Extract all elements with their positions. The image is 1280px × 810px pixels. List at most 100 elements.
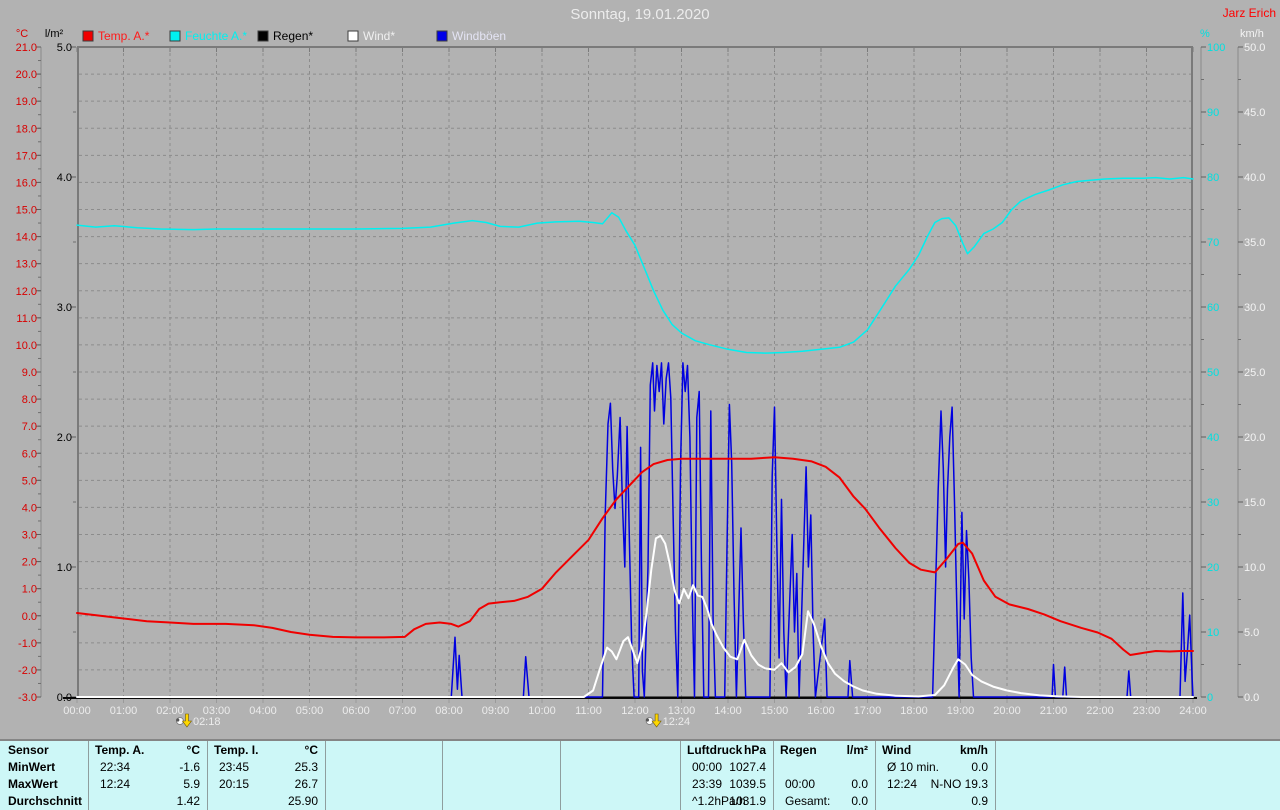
legend-item-windboeen[interactable]: Windböen	[436, 29, 506, 43]
table-column-header: Temp. A.	[95, 743, 145, 757]
y-axis-rain: 5.04.03.02.01.00.0	[57, 42, 76, 704]
tick-label: 4.0	[57, 172, 72, 184]
tick-label: 0.0	[1244, 692, 1259, 704]
tick-label: 19.0	[16, 96, 37, 108]
tick-label: 4.0	[22, 502, 37, 514]
tick-label: 14.0	[16, 232, 37, 244]
table-column-header: Wind	[882, 743, 912, 757]
table-column-separator	[680, 741, 681, 810]
tick-label: 11.0	[16, 313, 37, 325]
tick-label: 10.0	[1244, 562, 1265, 574]
tick-label: 15.0	[16, 205, 37, 217]
tick-label: 21.0	[16, 42, 37, 54]
x-tick-label: 07:00	[389, 705, 417, 717]
tick-label: 17.0	[16, 150, 37, 162]
legend-swatch-temp-a	[82, 30, 94, 42]
table-cell-value: 25.3	[294, 760, 318, 774]
tick-label: 20	[1207, 562, 1219, 574]
table-cell-value: 0.9	[971, 794, 988, 808]
table-cell-value: 0.0	[851, 794, 868, 808]
axis-unit-label: km/h	[1240, 28, 1264, 40]
table-column-unit: hPa	[743, 743, 766, 757]
summary-table: Sensor MinWert MaxWert Durchschnitt Temp. A.…	[0, 739, 1280, 810]
x-tick-label: 09:00	[482, 705, 510, 717]
tick-label: 5.0	[22, 475, 37, 487]
axis-unit-label: l/m²	[45, 28, 64, 40]
tick-label: 0	[1207, 692, 1213, 704]
table-cell-value: 1027.4	[729, 760, 766, 774]
table-cell-value: 1031.9	[729, 794, 766, 808]
tick-label: 1.0	[22, 584, 37, 596]
tick-label: -1.0	[18, 638, 37, 650]
table-row-label: MinWert	[8, 760, 56, 774]
table-cell-time: 12:24	[100, 777, 131, 791]
table-cell-time: 00:00	[692, 760, 723, 774]
tick-label: 100	[1207, 42, 1225, 54]
x-tick-label: 17:00	[854, 705, 882, 717]
x-tick-label: 10:00	[528, 705, 556, 717]
table-cell-value: 0.0	[851, 777, 868, 791]
tick-label: 15.0	[1244, 497, 1265, 509]
time-marker-02-18: 02:18	[176, 713, 221, 728]
tick-label: 25.0	[1244, 367, 1265, 379]
tick-label: 8.0	[22, 394, 37, 406]
legend-item-regen[interactable]: Regen*	[257, 29, 313, 43]
table-cell-value: 1039.5	[729, 777, 766, 791]
grid	[79, 47, 1192, 697]
tick-label: 30	[1207, 497, 1219, 509]
table-column-separator	[88, 741, 89, 810]
tick-label: 60	[1207, 302, 1219, 314]
table-column-unit: °C	[304, 743, 318, 757]
legend-label: Windböen	[452, 29, 506, 43]
legend-label: Wind*	[363, 29, 395, 43]
x-tick-label: 19:00	[947, 705, 975, 717]
legend-swatch-windboeen	[436, 30, 448, 42]
marker-arrow-icon	[181, 713, 193, 728]
tick-label: 80	[1207, 172, 1219, 184]
table-column-separator	[325, 741, 326, 810]
tick-label: 0.0	[22, 611, 37, 623]
legend-item-wind[interactable]: Wind*	[347, 29, 395, 43]
legend-item-feuchte-a[interactable]: Feuchte A.*	[169, 29, 247, 43]
x-tick-label: 15:00	[761, 705, 789, 717]
marker-time-label: 12:24	[663, 716, 691, 728]
tick-label: 10	[1207, 627, 1219, 639]
x-tick-label: 13:00	[668, 705, 696, 717]
table-cell-time: Gesamt:	[785, 794, 831, 808]
tick-label: 6.0	[22, 448, 37, 460]
x-tick-label: 01:00	[110, 705, 138, 717]
table-column-separator	[442, 741, 443, 810]
marker-time-label: 02:18	[193, 716, 221, 728]
x-tick-label: 02:00	[156, 705, 184, 717]
table-column-separator	[875, 741, 876, 810]
x-tick-label: 20:00	[993, 705, 1021, 717]
tick-label: 50	[1207, 367, 1219, 379]
page-title: Sonntag, 19.01.2020	[570, 6, 710, 23]
legend-label: Feuchte A.*	[185, 29, 247, 43]
tick-label: 35.0	[1244, 237, 1265, 249]
legend-item-temp-a[interactable]: Temp. A.*	[82, 29, 150, 43]
tick-label: 3.0	[57, 302, 72, 314]
tick-label: 10.0	[16, 340, 37, 352]
table-cell-value: 25.90	[287, 794, 318, 808]
legend-label: Temp. A.*	[98, 29, 150, 43]
legend-swatch-regen	[257, 30, 269, 42]
x-tick-label: 12:00	[621, 705, 649, 717]
table-cell-value: 1.42	[176, 794, 200, 808]
tick-label: 45.0	[1244, 107, 1265, 119]
plot-border	[76, 46, 1194, 703]
tick-label: 50.0	[1244, 42, 1265, 54]
x-tick-label: 05:00	[296, 705, 324, 717]
tick-label: 18.0	[16, 123, 37, 135]
tick-label: 5.0	[57, 42, 72, 54]
table-cell-time: 23:39	[692, 777, 723, 791]
marker-arrow-icon	[651, 713, 662, 728]
tick-label: 1.0	[57, 562, 72, 574]
series-temp-a	[76, 456, 1194, 656]
tick-label: 20.0	[1244, 432, 1265, 444]
table-column-separator	[995, 741, 996, 810]
x-tick-label: 00:00	[63, 705, 91, 717]
chart-area: 21.0 20.0 19.0 18.0 17.0 16.0 15.0 14.0 13.0 12.0…	[16, 28, 1266, 728]
x-tick-label: 22:00	[1086, 705, 1114, 717]
